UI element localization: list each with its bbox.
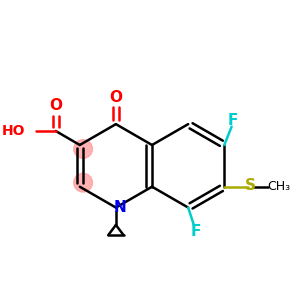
Text: N: N (113, 200, 126, 215)
Text: F: F (228, 113, 238, 128)
Text: HO: HO (2, 124, 26, 138)
Text: F: F (191, 224, 201, 239)
Text: S: S (245, 178, 256, 193)
Circle shape (74, 173, 92, 192)
Circle shape (74, 140, 92, 158)
Text: O: O (110, 90, 122, 105)
Text: O: O (49, 98, 62, 113)
Text: CH₃: CH₃ (268, 180, 291, 193)
